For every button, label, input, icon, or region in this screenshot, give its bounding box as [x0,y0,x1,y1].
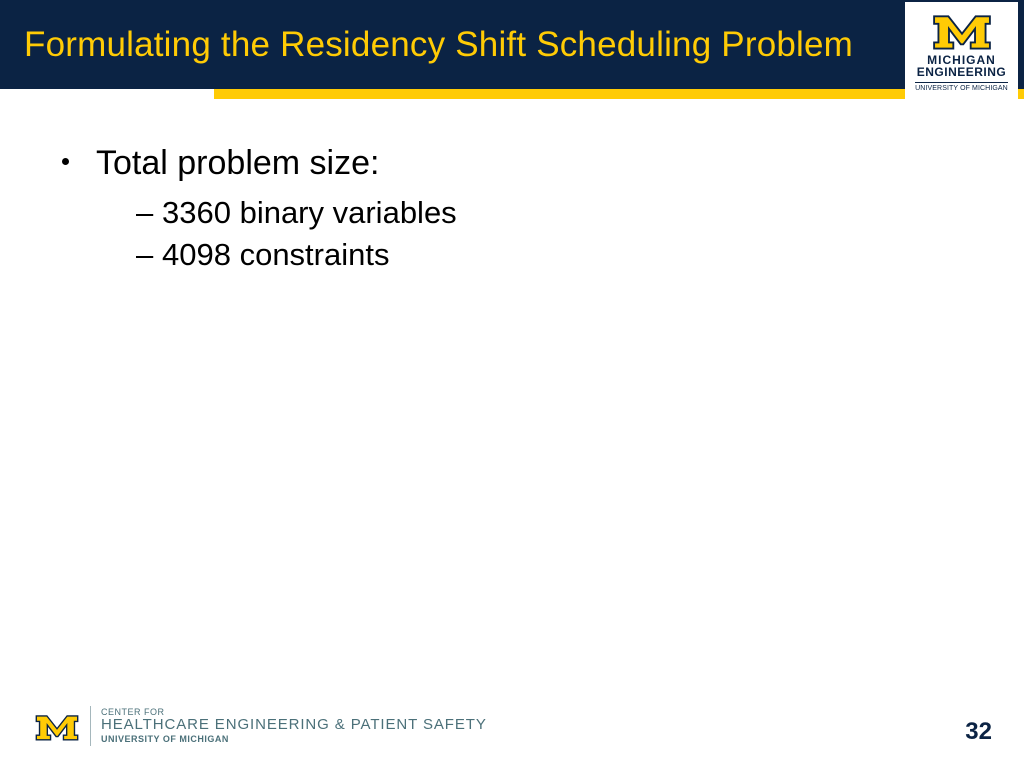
bullet-dash-icon: – [136,195,162,231]
bullet-level1: Total problem size: [62,144,964,183]
footer-text: CENTER FOR HEALTHCARE ENGINEERING & PATI… [101,708,487,745]
logo-text-university: UNIVERSITY OF MICHIGAN [915,82,1008,92]
slide-title: Formulating the Residency Shift Scheduli… [24,25,853,65]
bullet-text: 3360 binary variables [162,195,457,231]
page-number: 32 [965,718,992,746]
michigan-logo-block: MICHIGAN ENGINEERING UNIVERSITY OF MICHI… [905,2,1018,102]
bullet-level2: – 3360 binary variables [136,195,964,231]
bullet-dash-icon: – [136,237,162,273]
bullet-level2: – 4098 constraints [136,237,964,273]
bullet-dot-icon [62,144,96,165]
footer-block-m-icon [34,710,80,742]
slide-body: Total problem size: – 3360 binary variab… [62,144,964,279]
footer-logo: CENTER FOR HEALTHCARE ENGINEERING & PATI… [34,706,487,746]
header-bar: Formulating the Residency Shift Scheduli… [0,0,1024,89]
footer-line2: HEALTHCARE ENGINEERING & PATIENT SAFETY [101,717,487,733]
bullet-text: 4098 constraints [162,237,389,273]
slide: Formulating the Residency Shift Scheduli… [0,0,1024,768]
block-m-icon [931,10,993,50]
footer-divider [90,706,91,746]
accent-bar [214,89,1024,99]
footer-line3: UNIVERSITY OF MICHIGAN [101,735,487,744]
bullet-text: Total problem size: [96,144,379,183]
logo-text-engineering: ENGINEERING [917,66,1007,79]
